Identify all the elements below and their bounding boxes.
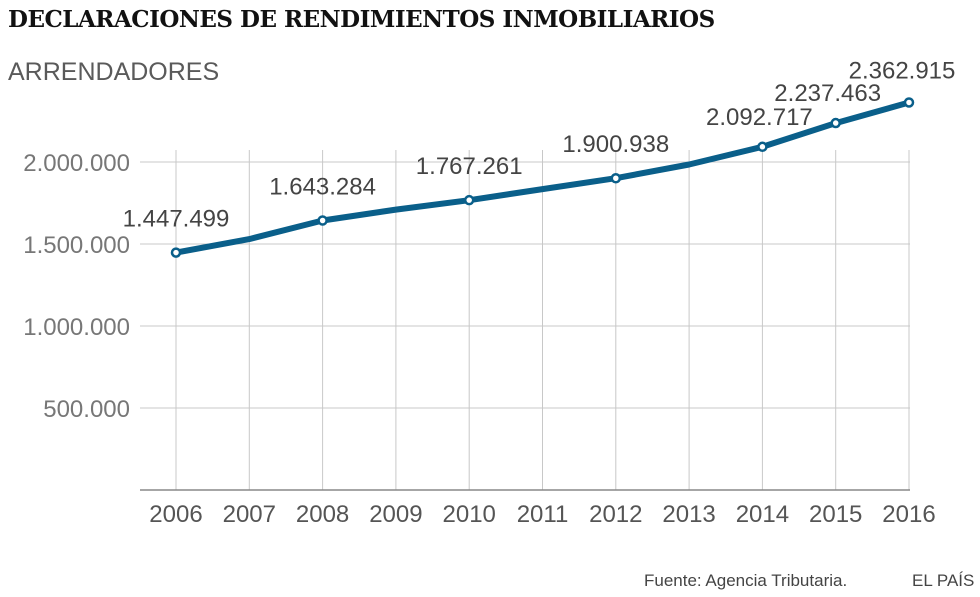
x-tick-label: 2010 (443, 501, 496, 528)
data-label: 1.447.499 (123, 206, 230, 233)
data-label: 1.643.284 (269, 174, 376, 201)
x-tick-label: 2014 (736, 501, 789, 528)
series-line (173, 99, 912, 256)
x-tick-label: 2008 (296, 501, 349, 528)
x-tick-label: 2012 (589, 501, 642, 528)
data-point-marker (757, 141, 768, 153)
data-label: 1.767.261 (416, 153, 523, 180)
data-point-marker (317, 215, 328, 226)
data-label: 2.362.915 (849, 57, 956, 84)
x-tick-label: 2009 (369, 501, 422, 528)
data-point-marker (830, 117, 841, 129)
source-note: Fuente: Agencia Tributaria. (644, 571, 848, 590)
x-tick-label: 2011 (517, 501, 569, 528)
data-point-marker (610, 172, 622, 184)
data-point-marker (170, 247, 182, 258)
x-tick-label: 2013 (662, 501, 715, 528)
brand-label: EL PAÍS (912, 571, 975, 590)
y-tick-label: 500.000 (43, 396, 130, 423)
data-point-marker (903, 97, 915, 108)
data-label: 2.237.463 (774, 80, 881, 107)
x-tick-label: 2007 (223, 501, 276, 528)
x-tick-label: 2015 (809, 501, 862, 528)
data-label: 2.092.717 (706, 104, 813, 131)
x-tick-label: 2016 (882, 501, 935, 528)
x-tick-label: 2006 (149, 501, 202, 528)
chart-title: DECLARACIONES DE RENDIMIENTOS INMOBILIAR… (8, 6, 715, 33)
y-tick-label: 1.000.000 (23, 314, 130, 341)
data-label: 1.900.938 (562, 131, 669, 158)
y-tick-label: 1.500.000 (23, 232, 130, 259)
chart-subtitle: ARRENDADORES (8, 58, 220, 86)
y-tick-label: 2.000.000 (23, 150, 130, 177)
data-point-marker (463, 194, 475, 206)
